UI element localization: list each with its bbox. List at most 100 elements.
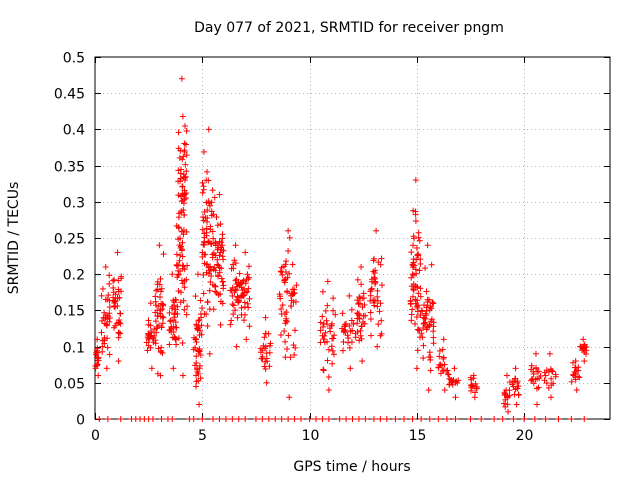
- data-point: [413, 314, 420, 321]
- data-point: [206, 202, 213, 209]
- data-point: [236, 297, 243, 304]
- data-point: [319, 313, 326, 320]
- data-point: [155, 303, 162, 310]
- data-point: [181, 140, 188, 147]
- data-point: [375, 259, 382, 266]
- data-point: [246, 323, 253, 330]
- data-point: [340, 338, 347, 345]
- data-point: [430, 328, 437, 335]
- data-point: [279, 302, 286, 309]
- data-point: [424, 298, 431, 305]
- data-point: [169, 303, 176, 310]
- data-point: [281, 277, 288, 284]
- data-point: [320, 366, 327, 373]
- zero-data-point: [336, 416, 343, 422]
- data-point: [511, 391, 518, 398]
- data-point: [228, 317, 235, 324]
- data-point: [111, 303, 118, 310]
- data-point: [206, 350, 213, 357]
- data-point: [332, 311, 339, 318]
- data-point: [374, 287, 381, 294]
- data-point: [181, 187, 188, 194]
- data-point: [468, 384, 475, 391]
- zero-data-point: [216, 416, 223, 422]
- zero-data-point: [343, 416, 350, 422]
- data-point: [92, 363, 99, 370]
- data-point: [545, 368, 552, 375]
- data-point: [243, 289, 250, 296]
- data-point: [99, 317, 106, 324]
- data-point: [263, 350, 270, 357]
- data-point: [160, 301, 167, 308]
- data-point: [422, 265, 429, 272]
- data-point: [350, 320, 357, 327]
- data-point: [367, 292, 374, 299]
- zero-data-point: [199, 416, 206, 422]
- data-point: [281, 328, 288, 335]
- data-point: [509, 378, 516, 385]
- data-point: [470, 372, 477, 379]
- data-point: [217, 249, 224, 256]
- data-point: [412, 296, 419, 303]
- data-point: [279, 271, 286, 278]
- zero-data-point: [443, 416, 450, 422]
- data-point: [535, 368, 542, 375]
- zero-data-point: [510, 416, 517, 422]
- data-point: [359, 304, 366, 311]
- data-point: [183, 127, 190, 134]
- data-point: [282, 338, 289, 345]
- data-point: [426, 322, 433, 329]
- data-point: [425, 387, 432, 394]
- data-point: [219, 278, 226, 285]
- data-point: [240, 292, 247, 299]
- data-point: [324, 302, 331, 309]
- data-point: [209, 187, 216, 194]
- y-tick-label: 0.3: [63, 196, 85, 212]
- data-point: [94, 354, 101, 361]
- data-point: [212, 240, 219, 247]
- data-point: [172, 297, 179, 304]
- data-point: [177, 252, 184, 259]
- data-point: [502, 403, 509, 410]
- data-point: [180, 153, 187, 160]
- data-point: [428, 261, 435, 268]
- data-point: [262, 358, 269, 365]
- data-point: [199, 189, 206, 196]
- data-point: [330, 335, 337, 342]
- data-point: [154, 323, 161, 330]
- data-point: [284, 288, 291, 295]
- data-point: [359, 358, 366, 365]
- data-point: [93, 351, 100, 358]
- data-point: [204, 322, 211, 329]
- data-point: [510, 383, 517, 390]
- data-point: [317, 319, 324, 326]
- data-point: [192, 344, 199, 351]
- data-point: [110, 294, 117, 301]
- data-point: [98, 329, 105, 336]
- zero-data-point: [235, 416, 242, 422]
- data-point: [234, 293, 241, 300]
- data-point: [205, 126, 212, 133]
- data-point: [215, 291, 222, 298]
- data-point: [374, 297, 381, 304]
- zero-data-point: [370, 416, 377, 422]
- data-point: [277, 331, 284, 338]
- data-point: [216, 252, 223, 259]
- data-point: [192, 336, 199, 343]
- data-point: [233, 276, 240, 283]
- data-point: [167, 318, 174, 325]
- data-point: [154, 307, 161, 314]
- data-point: [217, 321, 224, 328]
- data-point: [354, 276, 361, 283]
- data-point: [152, 293, 159, 300]
- data-point: [373, 227, 380, 234]
- data-point: [175, 272, 182, 279]
- data-point: [577, 343, 584, 350]
- data-point: [157, 349, 164, 356]
- zero-data-point: [169, 416, 176, 422]
- data-point: [110, 284, 117, 291]
- data-points: [92, 75, 590, 415]
- data-point: [241, 303, 248, 310]
- data-point: [182, 195, 189, 202]
- data-point: [203, 261, 210, 268]
